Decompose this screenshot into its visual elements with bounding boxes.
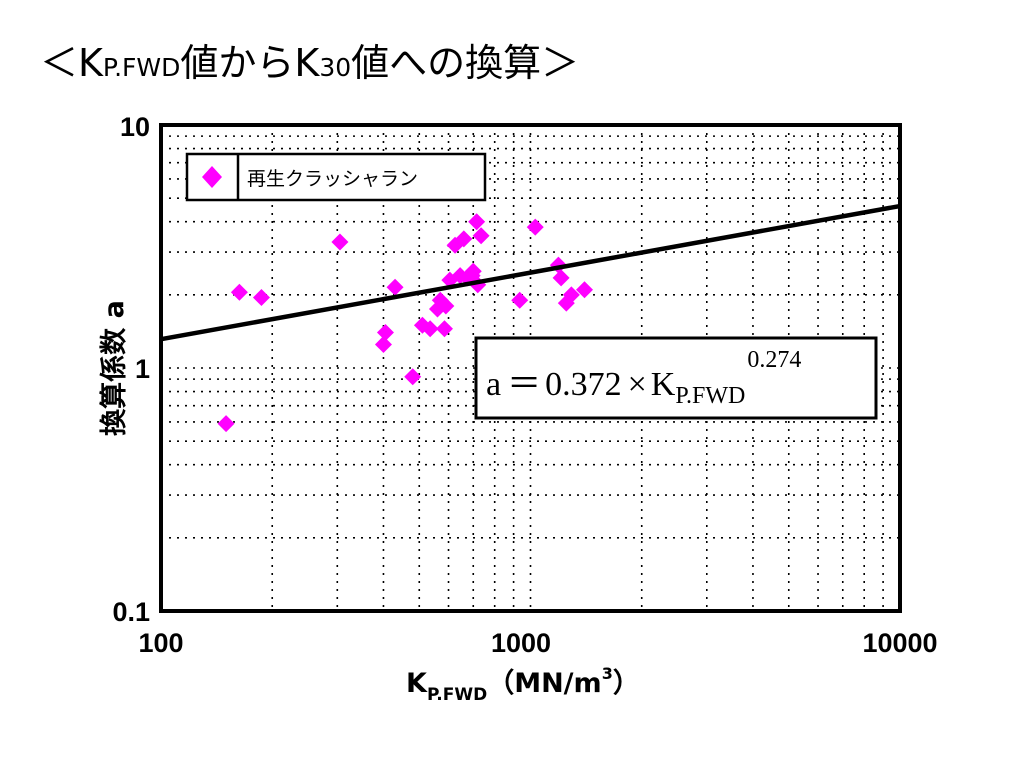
equation-equals: ＝ <box>507 366 541 403</box>
legend-box <box>185 152 487 202</box>
title-suffix: 値への換算＞ <box>351 41 580 85</box>
equation-text: a ＝ 0.372 × KP.FWD0.274 <box>486 347 801 409</box>
y-tick-label: 0.1 <box>112 597 150 627</box>
data-point <box>472 227 490 245</box>
title-subscript-30: 30 <box>319 53 352 82</box>
x-tick-label: 10000 <box>862 628 937 658</box>
data-point <box>421 320 439 338</box>
equation-exponent: 0.274 <box>747 347 801 373</box>
x-tick-label: 1000 <box>491 628 551 658</box>
data-point <box>252 289 270 307</box>
equation-box <box>474 336 878 420</box>
plot-frame <box>159 123 902 613</box>
data-point <box>437 297 455 315</box>
slide-title: ＜KP.FWD値からK30値への換算＞ <box>40 32 579 87</box>
x-axis-label-unit: （MN/m <box>487 668 601 699</box>
data-point <box>331 233 349 251</box>
x-axis-label: KP.FWD（MN/m3） <box>406 664 640 705</box>
equation-times: × <box>628 366 647 403</box>
equation-subscript: P.FWD <box>675 383 745 409</box>
data-point <box>526 218 544 236</box>
data-point <box>552 269 570 287</box>
x-axis-label-subscript: P.FWD <box>427 685 487 705</box>
fit-line <box>160 203 901 342</box>
title-prefix: ＜K <box>40 41 103 85</box>
equation-variable: K <box>651 366 676 403</box>
data-point <box>511 291 529 309</box>
data-point <box>575 281 593 299</box>
x-axis-label-close: ） <box>613 668 640 699</box>
y-tick-label: 1 <box>135 354 150 384</box>
legend-marker-diamond <box>202 166 222 188</box>
y-tick-label: 10 <box>120 112 150 142</box>
legend-label: 再生クラッシャラン <box>247 168 418 190</box>
data-point <box>386 278 404 296</box>
data-point <box>230 283 248 301</box>
data-point <box>217 415 235 433</box>
data-point <box>374 335 392 353</box>
data-point <box>562 286 580 304</box>
x-axis-label-superscript: 3 <box>602 664 613 683</box>
x-axis-label-main: K <box>406 668 428 699</box>
title-middle: 値からK <box>180 41 320 85</box>
fit-equation: a ＝ 0.372 × KP.FWD0.274 <box>474 336 878 420</box>
data-point <box>435 320 453 338</box>
data-point <box>464 262 482 280</box>
equation-coefficient: 0.372 <box>545 366 622 403</box>
data-point <box>376 323 394 341</box>
data-point <box>455 230 473 248</box>
x-tick-label: 100 <box>138 628 183 658</box>
title-subscript-pfwd: P.FWD <box>102 53 181 82</box>
y-axis-label: 換算係数 a <box>98 300 130 436</box>
data-point <box>404 368 422 386</box>
equation-lhs: a <box>486 366 501 403</box>
legend: 再生クラッシャラン <box>185 152 487 202</box>
data-point <box>468 213 486 231</box>
